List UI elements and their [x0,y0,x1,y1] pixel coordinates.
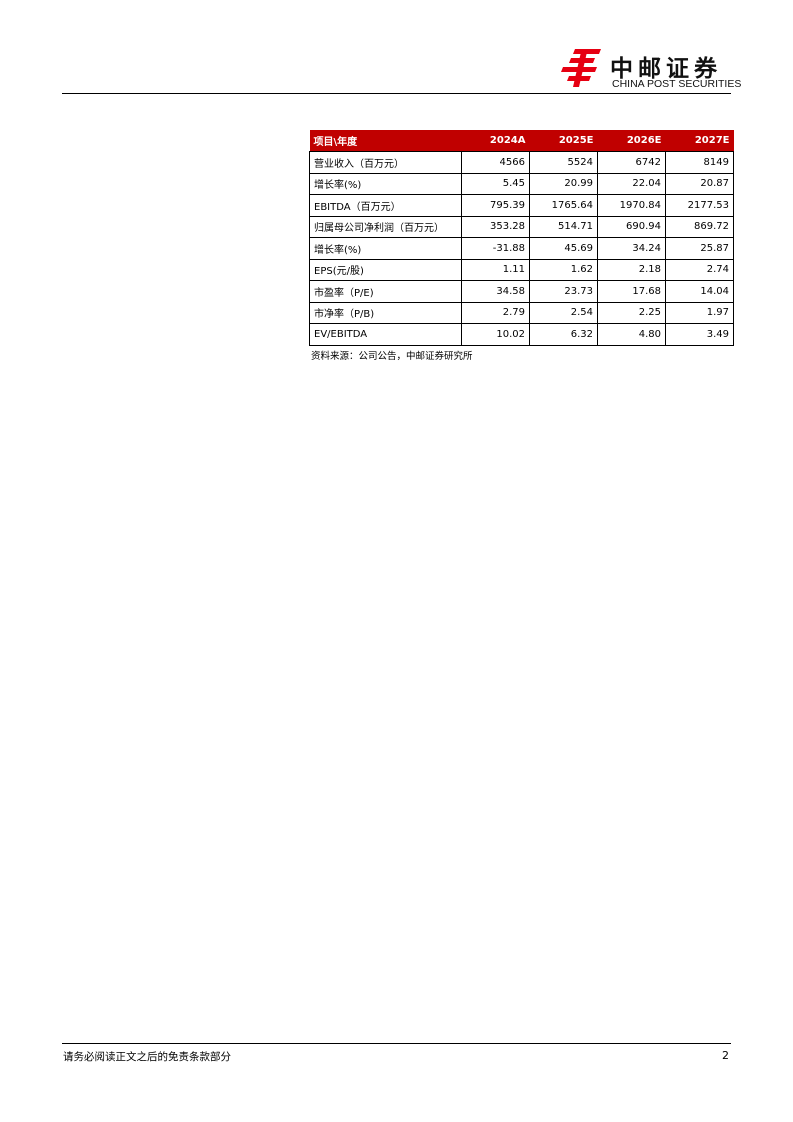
china-post-logo-icon [561,49,601,87]
row-label: 市净率（P/B) [309,301,462,324]
table-cell: 2.74 [665,258,734,281]
row-label: 增长率(%) [309,172,462,195]
table-cell: 2.54 [529,301,598,324]
table-cell: 1.62 [529,258,598,281]
row-label: 归属母公司净利润（百万元） [309,215,462,238]
table-cell: 690.94 [597,215,666,238]
logo-text-en: CHINA POST SECURITIES [612,78,742,90]
footer-divider [62,1043,731,1044]
table-cell: 6.32 [529,323,598,346]
row-label: 增长率(%) [309,237,462,260]
table-row: EBITDA（百万元） 795.39 1765.64 1970.84 2177.53 [309,194,734,217]
financial-forecast-table: 项目\年度 2024A 2025E 2026E 2027E 营业收入（百万元） 4… [309,130,734,346]
table-cell: 4.80 [597,323,666,346]
column-header: 2026E [597,130,666,152]
table-cell: 4566 [461,151,530,174]
row-label: 营业收入（百万元） [309,151,462,174]
table-cell: 10.02 [461,323,530,346]
table-cell: 514.71 [529,215,598,238]
row-label: 市盈率（P/E) [309,280,462,303]
table-cell: 5524 [529,151,598,174]
table-cell: 23.73 [529,280,598,303]
column-header: 2027E [665,130,734,152]
table-cell: 1765.64 [529,194,598,217]
table-cell: 22.04 [597,172,666,195]
table-source-note: 资料来源：公司公告，中邮证券研究所 [311,351,473,362]
column-header: 2024A [461,130,530,152]
table-cell: -31.88 [461,237,530,260]
column-header: 2025E [529,130,598,152]
table-row: EV/EBITDA 10.02 6.32 4.80 3.49 [309,323,734,346]
row-label: EBITDA（百万元） [309,194,462,217]
table-row: 市盈率（P/E) 34.58 23.73 17.68 14.04 [309,280,734,303]
table-header-row: 项目\年度 2024A 2025E 2026E 2027E [309,130,734,152]
table-cell: 2.79 [461,301,530,324]
table-row: 营业收入（百万元） 4566 5524 6742 8149 [309,151,734,174]
table-cell: 1.97 [665,301,734,324]
table-cell: 45.69 [529,237,598,260]
table-cell: 14.04 [665,280,734,303]
table-cell: 5.45 [461,172,530,195]
table-cell: 869.72 [665,215,734,238]
table-cell: 2177.53 [665,194,734,217]
table-cell: 20.99 [529,172,598,195]
table-cell: 6742 [597,151,666,174]
table-row: 归属母公司净利润（百万元） 353.28 514.71 690.94 869.72 [309,215,734,238]
table-cell: 34.58 [461,280,530,303]
row-label: EPS(元/股) [309,258,462,281]
table-cell: 353.28 [461,215,530,238]
table-cell: 1970.84 [597,194,666,217]
table-cell: 2.18 [597,258,666,281]
row-label: EV/EBITDA [309,323,462,346]
table-cell: 25.87 [665,237,734,260]
table-cell: 8149 [665,151,734,174]
table-row: 市净率（P/B) 2.79 2.54 2.25 1.97 [309,301,734,324]
table-cell: 34.24 [597,237,666,260]
table-row: EPS(元/股) 1.11 1.62 2.18 2.74 [309,258,734,281]
table-cell: 1.11 [461,258,530,281]
table-cell: 795.39 [461,194,530,217]
page-number: 2 [722,1049,729,1062]
table-cell: 17.68 [597,280,666,303]
column-header: 项目\年度 [309,130,462,152]
header-divider [62,93,731,94]
table-row: 增长率(%) 5.45 20.99 22.04 20.87 [309,172,734,195]
table-row: 增长率(%) -31.88 45.69 34.24 25.87 [309,237,734,260]
table-cell: 3.49 [665,323,734,346]
logo-text-cn: 中邮证券 [610,56,722,82]
footer-disclaimer: 请务必阅读正文之后的免责条款部分 [63,1051,231,1063]
table-cell: 20.87 [665,172,734,195]
table-cell: 2.25 [597,301,666,324]
